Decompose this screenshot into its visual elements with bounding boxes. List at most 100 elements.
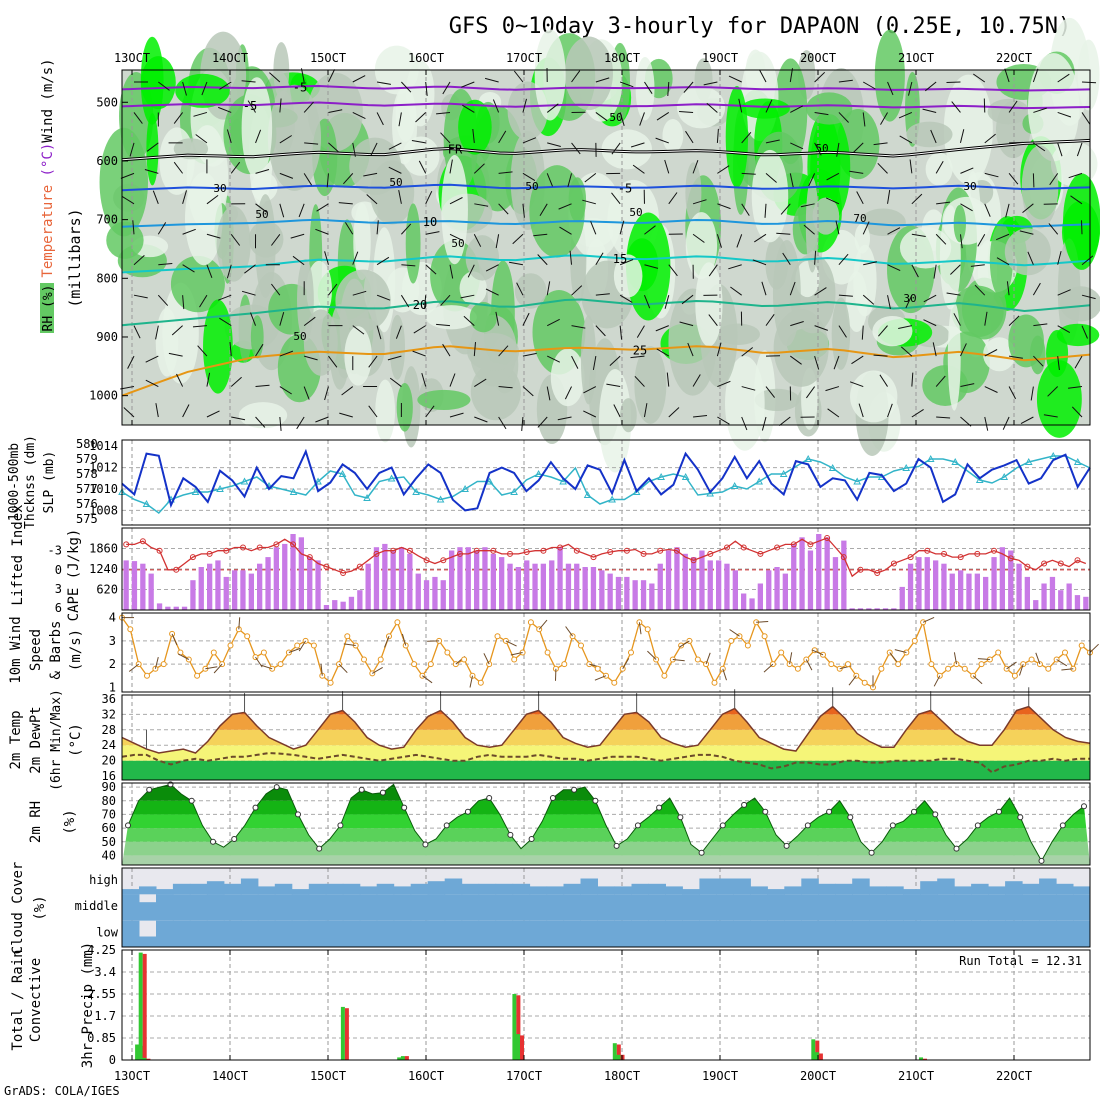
cloud-middle-bar [716, 894, 734, 921]
wind-barb [1027, 251, 1034, 265]
precip-xlabel: 20OCT [800, 1069, 836, 1083]
wind-barb [984, 386, 998, 393]
wind-barb [292, 255, 305, 266]
wind-barb [644, 225, 656, 235]
lifted-index-point [840, 554, 847, 561]
lifted-index-point [557, 544, 564, 551]
surface-wind-barb [889, 652, 898, 663]
surface-wind-barb [177, 653, 190, 660]
wind-barb [495, 311, 500, 326]
wind-barb [619, 112, 625, 126]
cape-bar [449, 550, 455, 610]
wind-barb [936, 416, 951, 419]
wind-barb [168, 352, 183, 357]
wind-speed-point [1078, 642, 1085, 649]
rh-point [996, 808, 1002, 815]
wind-barb [206, 233, 221, 239]
precip-convective-bar [142, 953, 147, 1060]
cape-bar [874, 608, 880, 610]
wind-barb [692, 374, 701, 387]
wind-barb [230, 233, 241, 246]
wind-barb [197, 345, 208, 357]
wind-barb [218, 294, 232, 301]
wind-barb [241, 290, 256, 296]
wind-barb [449, 233, 463, 241]
wind-barb [708, 264, 718, 277]
wind-ylabel: 3 [109, 634, 116, 648]
wind-barb [1068, 172, 1083, 179]
rh-shade [155, 307, 179, 377]
cloud-middle-bar [206, 894, 225, 921]
wind-barb [440, 294, 451, 306]
cloud-high-bar [342, 883, 361, 895]
wind-barb [462, 104, 475, 113]
cloud-low-bar [699, 920, 717, 947]
wind-barb [328, 109, 343, 113]
wind-barb [316, 203, 329, 212]
cape-bar [907, 563, 914, 610]
precip-ylabel: 0 [109, 1053, 116, 1067]
cape-bar [857, 608, 864, 610]
cloud-middle-bar [631, 894, 649, 921]
rh-point [656, 804, 663, 811]
cloud-low-bar [189, 920, 208, 947]
wind-barb [984, 311, 988, 326]
cape-bar [207, 563, 213, 610]
slp-ylabel: 1014 [89, 439, 118, 453]
upper-air-ylabel: 600 [96, 154, 118, 168]
upper-air-xlabel: 19OCT [702, 51, 738, 65]
cape-bar [799, 537, 805, 610]
cape-bar [841, 540, 847, 610]
cape-bar [691, 557, 697, 610]
lifted-index-point [223, 547, 230, 554]
cape-bar [582, 567, 588, 610]
rh-shade [159, 127, 195, 195]
cape-bar [282, 543, 288, 610]
wind-barb [668, 192, 678, 205]
cape-bar [240, 570, 246, 610]
precip-ylabel: 2.55 [87, 987, 116, 1001]
cloud-middle-bar [818, 894, 836, 921]
wind-barb [887, 189, 891, 204]
wind-barb [984, 172, 999, 178]
wind-barb [533, 233, 548, 237]
wind-speed-point [194, 672, 201, 679]
cape-bar [540, 563, 546, 610]
lifted-index-point [1041, 560, 1048, 567]
thickness-point [804, 454, 813, 462]
wind-barb [155, 325, 159, 340]
wind-barb [1081, 294, 1096, 300]
wind-barb [376, 81, 391, 85]
cape-bar [223, 576, 229, 610]
cloud-middle-bar [342, 894, 361, 921]
wind-barb [401, 81, 412, 93]
rh-shade [685, 162, 702, 223]
rh-shade [1036, 360, 1082, 438]
rh-shade [185, 171, 223, 266]
wind-barb [473, 163, 485, 174]
precip-convective-bar [404, 1056, 409, 1060]
wind-barb [908, 81, 913, 96]
wind-barb [1048, 223, 1059, 235]
cape-bar [1049, 576, 1056, 610]
surface-wind-barb [538, 619, 548, 630]
cape-bar [640, 580, 647, 610]
wind-barb [595, 77, 610, 83]
wind-barb [449, 197, 463, 205]
run-total: Run Total = 12.31 [959, 954, 1082, 968]
wind-barb [970, 264, 985, 267]
wind-barb [836, 142, 840, 157]
wind-barb [341, 386, 354, 396]
wind-barb [730, 286, 742, 296]
wind-barb [193, 111, 208, 117]
surface-wind-barb [972, 675, 983, 685]
wind-barb [557, 416, 572, 421]
wind-barb [303, 386, 310, 400]
wind-barb [474, 203, 489, 207]
thickness-point [853, 477, 862, 485]
temp-band [122, 714, 1090, 730]
wind-barb [1081, 81, 1097, 84]
wind-barb [389, 377, 402, 387]
wind-speed-point [561, 661, 568, 668]
wind-barb [569, 250, 573, 265]
